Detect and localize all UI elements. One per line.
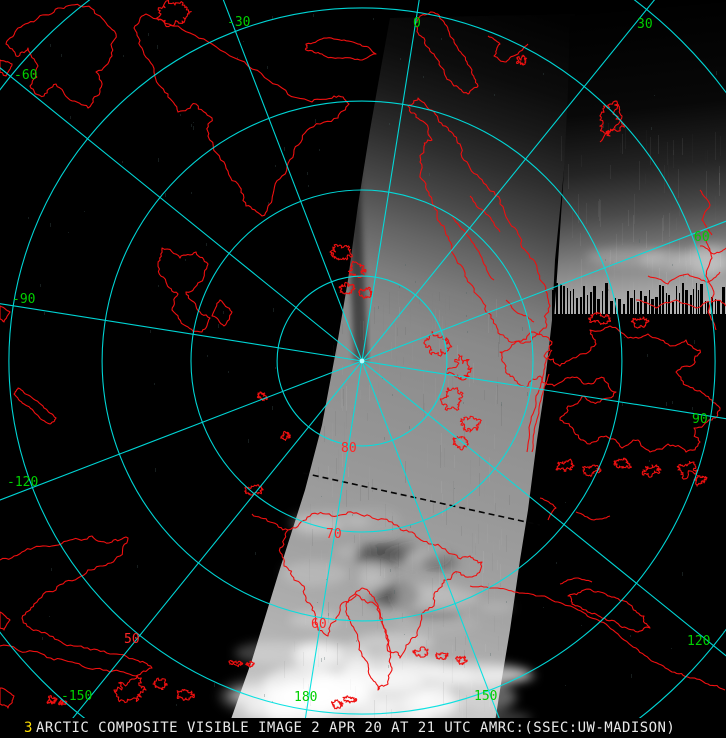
- longitude-radial: [222, 0, 363, 362]
- background-speckles: [28, 14, 724, 706]
- longitude-label--90: -90: [12, 292, 35, 307]
- caption-channel-number: 3: [24, 720, 33, 736]
- longitude-radial: [70, 360, 363, 720]
- latitude-circle-70: [190, 189, 534, 533]
- longitude-label--30: -30: [227, 15, 250, 30]
- caption-bar: 3 ARCTIC COMPOSITE VISIBLE IMAGE 2 APR 2…: [0, 718, 726, 738]
- latitude-circle-50: [8, 7, 716, 715]
- longitude-radial: [361, 360, 726, 420]
- caption-title: ARCTIC COMPOSITE VISIBLE IMAGE 2 APR 20 …: [36, 720, 676, 736]
- longitude-radial: [0, 67, 363, 362]
- graticule-labels: -30 0 30 -60 60 -90 90 -120 120 -150 180 150 80 70 60 5…: [7, 15, 710, 705]
- latitude-label-80: 80: [341, 441, 357, 456]
- longitude-radial: [0, 360, 363, 501]
- longitude-radial: [361, 360, 501, 720]
- longitude-radial: [0, 303, 363, 362]
- longitude-label--60: -60: [14, 68, 37, 83]
- longitude-label-180: 180: [294, 690, 317, 705]
- longitude-label-120: 120: [687, 634, 710, 649]
- longitude-radial: [361, 0, 420, 362]
- longitude-radial: [361, 360, 726, 657]
- longitude-label-60: 60: [694, 230, 710, 245]
- latitude-circle-60: [101, 100, 623, 622]
- latitude-label-50: 50: [124, 632, 140, 647]
- longitude-radial: [304, 360, 363, 720]
- latitude-label-60: 60: [311, 617, 327, 632]
- longitude-label-30: 30: [637, 17, 653, 32]
- upper-right-satellite-swath: [554, 2, 726, 320]
- longitude-label--150: -150: [61, 689, 92, 704]
- cloud-texture: [218, 242, 726, 720]
- longitude-radial: [361, 220, 726, 362]
- longitude-label-0: 0: [413, 16, 421, 31]
- latitude-label-70: 70: [326, 527, 342, 542]
- latitude-circle-80: [276, 275, 448, 447]
- longitude-label-90: 90: [692, 412, 708, 427]
- longitude-label--120: -120: [7, 475, 38, 490]
- longitude-radial: [361, 0, 656, 362]
- longitude-label-150: 150: [474, 689, 497, 704]
- pole-marker: [359, 358, 365, 364]
